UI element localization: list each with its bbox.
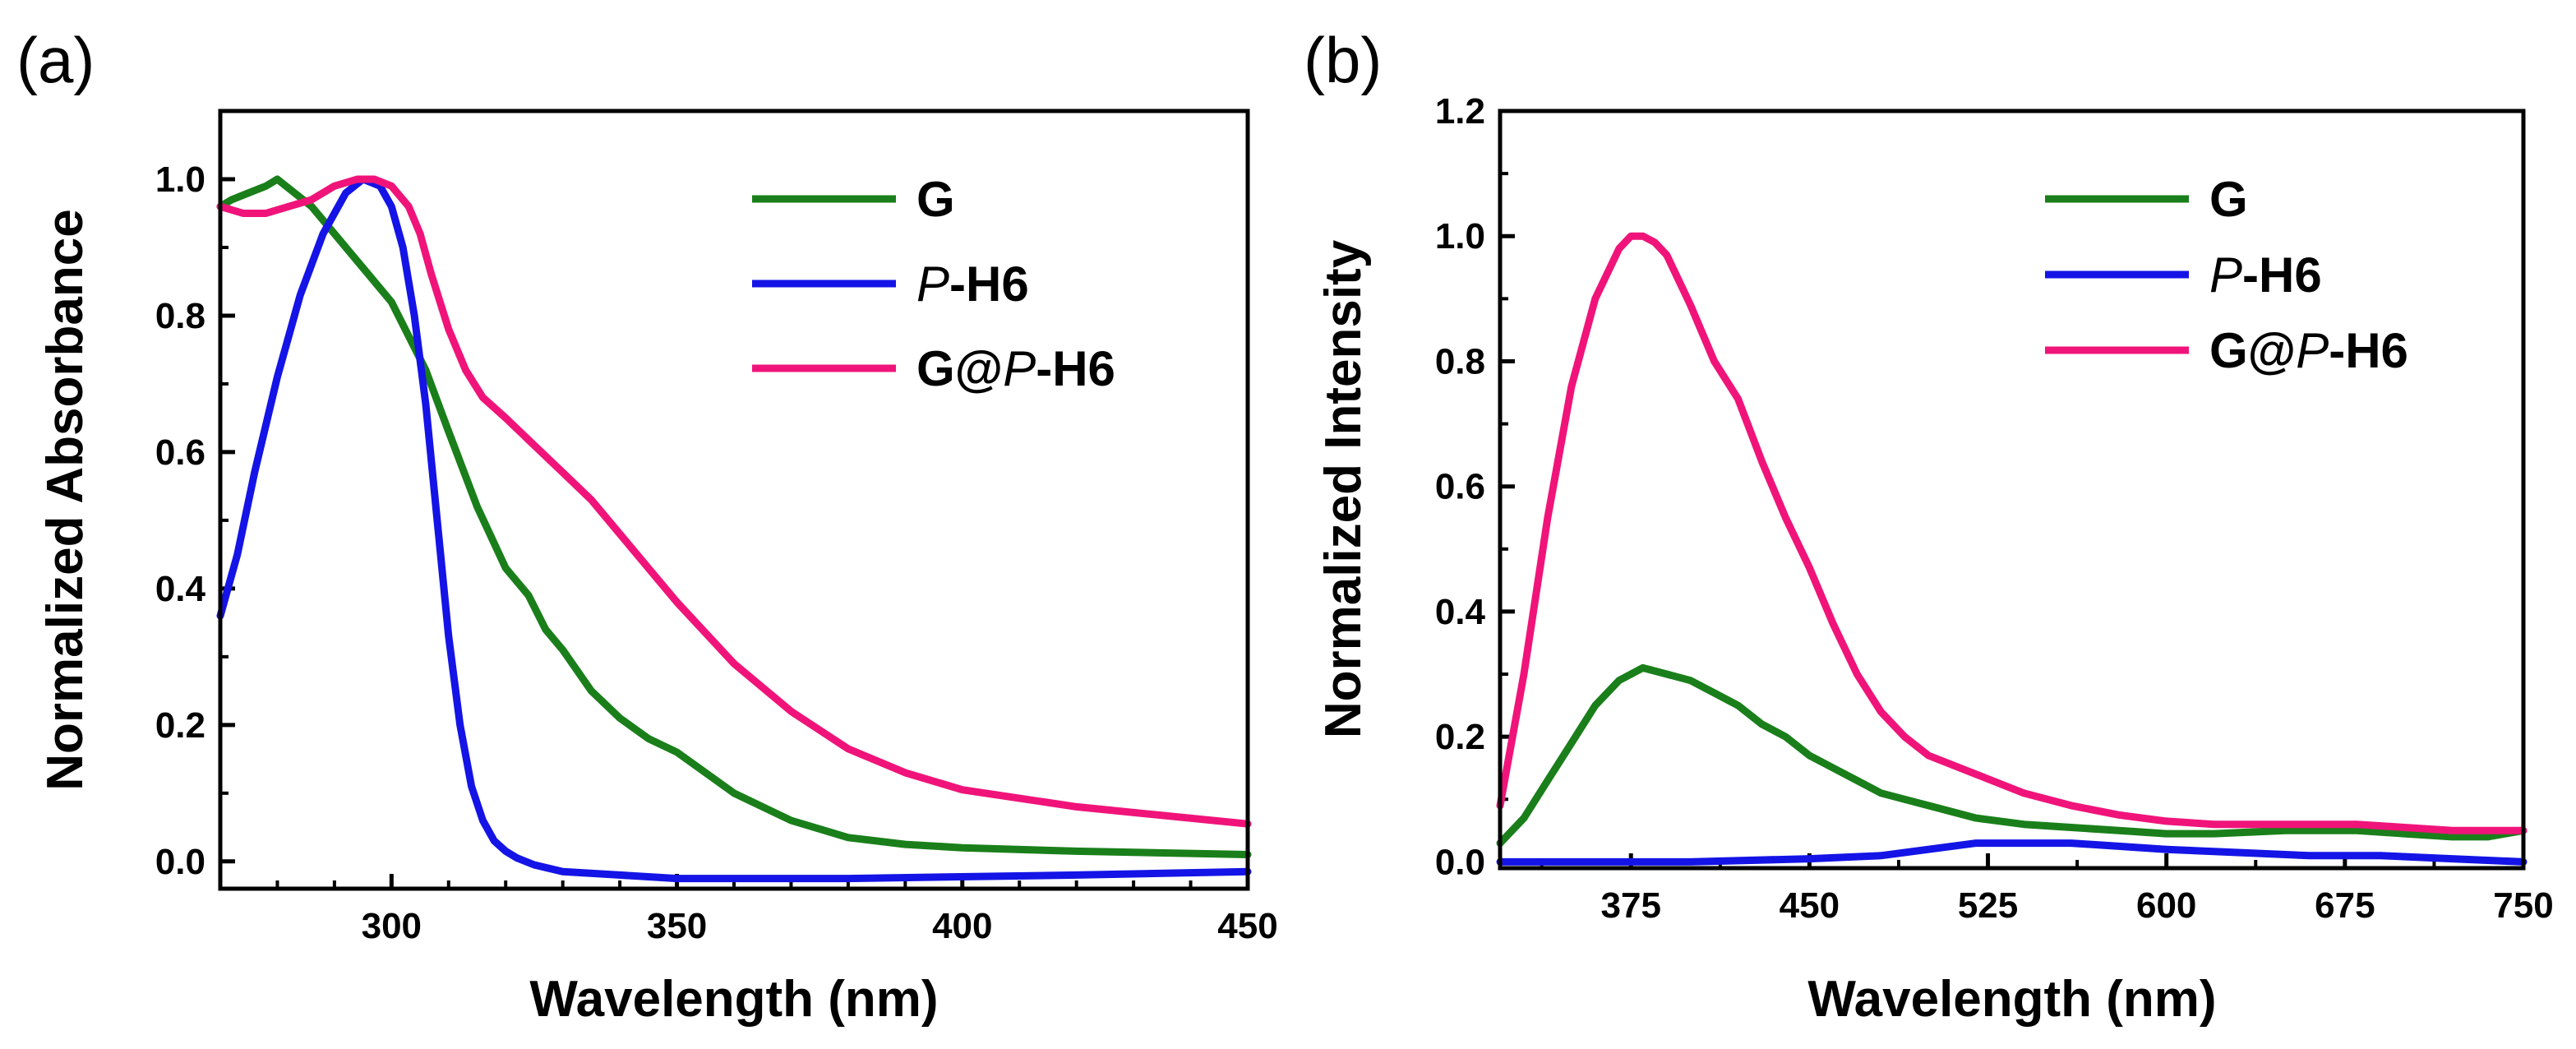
legend-label: P-H6 bbox=[916, 256, 1029, 312]
x-tick-label: 450 bbox=[1780, 885, 1840, 926]
legend-label-text: G bbox=[916, 172, 955, 227]
series-line-g-p-h6 bbox=[1496, 232, 2528, 834]
panel-b-ticks: 375 450 525 600 675 750 0.0 0.2 0.4 0.6 0.8 1.0 1.2 bbox=[1435, 91, 2554, 926]
x-tick-label: 350 bbox=[647, 906, 707, 946]
y-tick-label: 0.8 bbox=[155, 296, 205, 336]
y-tick-label: 0.2 bbox=[1435, 717, 1485, 757]
x-tick-label: 600 bbox=[2136, 885, 2196, 926]
legend-label-text: G bbox=[2209, 172, 2248, 227]
legend-label: G@P-H6 bbox=[2209, 323, 2408, 378]
legend-label-italic: P bbox=[1003, 341, 1036, 396]
legend-label: G bbox=[916, 172, 955, 227]
series-line-p-h6 bbox=[1496, 839, 2528, 866]
panel-b-label: (b) bbox=[1304, 24, 1382, 96]
panel-a-ticks: 300 350 400 450 0.0 0.2 0.4 0.6 0.8 1.0 bbox=[155, 109, 1278, 946]
x-tick-label: 375 bbox=[1601, 885, 1661, 926]
x-tick-label: 525 bbox=[1958, 885, 2018, 926]
legend-label-text: G@ bbox=[916, 341, 1003, 396]
panel-a-label: (a) bbox=[16, 24, 95, 96]
y-tick-label: 0.4 bbox=[1435, 592, 1486, 632]
legend-label-suffix: -H6 bbox=[2242, 247, 2322, 303]
legend-label-suffix: -H6 bbox=[2329, 323, 2408, 378]
y-tick-label: 0.8 bbox=[1435, 341, 1485, 381]
panel-b-legend: GP-H6G@P-H6 bbox=[2045, 172, 2408, 378]
x-tick-label: 675 bbox=[2315, 885, 2375, 926]
x-tick-label: 400 bbox=[932, 906, 992, 946]
legend-label: G bbox=[2209, 172, 2248, 227]
y-tick-label: 1.2 bbox=[1435, 91, 1485, 132]
x-tick-label: 750 bbox=[2493, 885, 2553, 926]
legend-label-italic: P bbox=[2209, 247, 2242, 303]
series-line-g-p-h6 bbox=[216, 175, 1252, 828]
legend-label: P-H6 bbox=[2209, 247, 2322, 303]
panel-a-series bbox=[216, 175, 1252, 883]
y-tick-label: 0.2 bbox=[155, 705, 205, 746]
legend-label-italic: P bbox=[2296, 323, 2329, 378]
panel-a-absorbance-chart: (a) 300 350 400 450 0.0 0.2 0.4 0.6 0.8 1.0 Wavel… bbox=[16, 24, 1278, 1028]
y-tick-label: 0.6 bbox=[1435, 467, 1485, 507]
series-line-g bbox=[216, 175, 1252, 858]
legend-label-suffix: -H6 bbox=[949, 256, 1029, 312]
legend-label-italic: P bbox=[916, 256, 949, 312]
x-tick-label: 300 bbox=[362, 906, 422, 946]
panel-a-y-axis-title: Normalized Absorbance bbox=[37, 209, 94, 790]
series-line-g bbox=[1496, 663, 2528, 848]
panel-b-series bbox=[1496, 232, 2528, 866]
x-tick-label: 450 bbox=[1217, 906, 1277, 946]
y-tick-label: 1.0 bbox=[155, 159, 205, 200]
panel-b-y-axis-title: Normalized Intensity bbox=[1315, 239, 1372, 738]
y-tick-label: 1.0 bbox=[1435, 216, 1485, 256]
panel-a-plot-frame bbox=[218, 109, 1250, 891]
panel-a-legend: GP-H6G@P-H6 bbox=[752, 172, 1115, 396]
y-tick-label: 0.0 bbox=[155, 842, 205, 882]
panel-b-intensity-chart: (b) 375 450 525 600 675 750 0.0 0.2 0.4 0.6 0.8 1.0… bbox=[1304, 24, 2554, 1028]
legend-label-suffix: -H6 bbox=[1036, 341, 1115, 396]
panel-a-x-axis-title: Wavelength (nm) bbox=[529, 971, 938, 1028]
y-tick-label: 0.4 bbox=[155, 569, 206, 609]
legend-label-text: G@ bbox=[2209, 323, 2296, 378]
panel-b-x-axis-title: Wavelength (nm) bbox=[1807, 971, 2216, 1028]
series-line-p-h6 bbox=[216, 175, 1252, 883]
panel-b-plot-frame bbox=[1498, 109, 2526, 871]
y-tick-label: 0.0 bbox=[1435, 842, 1485, 882]
y-tick-label: 0.6 bbox=[155, 432, 205, 473]
legend-label: G@P-H6 bbox=[916, 341, 1115, 396]
